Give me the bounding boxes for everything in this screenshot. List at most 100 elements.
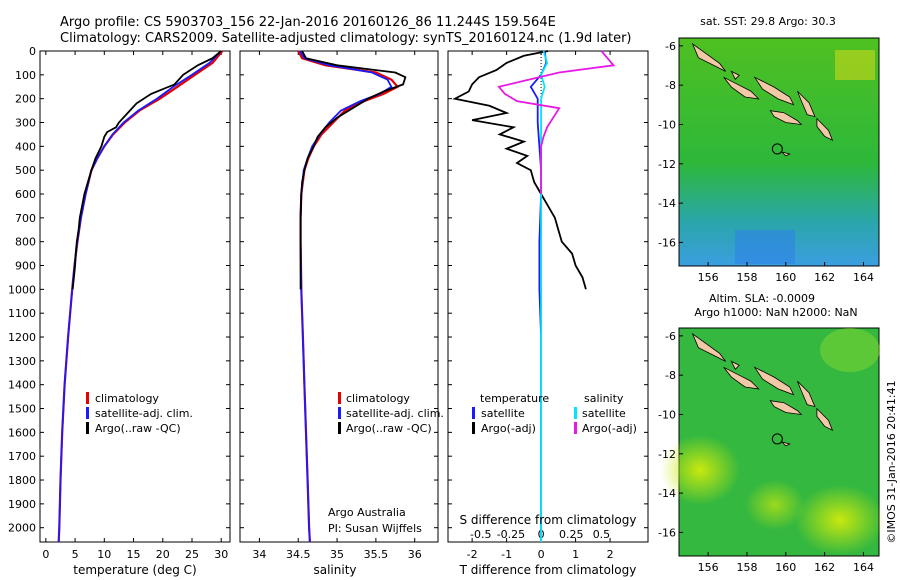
x-tick-label: 34 xyxy=(252,548,266,561)
header-line2: Climatology: CARS2009. Satellite-adjuste… xyxy=(60,31,632,46)
map2-title: Altim. SLA: -0.0009 xyxy=(709,292,815,305)
y-tick-label: 1500 xyxy=(8,403,36,416)
x-tick-label: 2 xyxy=(607,548,614,561)
legend-label-argo: Argo(..raw -QC) xyxy=(95,422,181,435)
x-tick-label: 10 xyxy=(97,548,111,561)
x2-tick-label: 0.5 xyxy=(593,528,611,541)
series-line-climatology xyxy=(57,50,224,543)
island-shape xyxy=(780,441,791,447)
sla-yellow-blob xyxy=(660,435,740,505)
credit-org: Argo Australia xyxy=(328,506,406,519)
island-shape xyxy=(769,400,803,416)
island-shape xyxy=(691,332,726,362)
map-x-tick-label: 158 xyxy=(736,561,757,574)
island-shape xyxy=(797,380,816,408)
x-tick-label: 35.5 xyxy=(364,548,389,561)
y-tick-label: 1800 xyxy=(8,474,36,487)
island-shape xyxy=(730,70,740,80)
series-line-climatology xyxy=(297,50,400,543)
x-tick-label: 36 xyxy=(408,548,422,561)
legend-swatch-satellite xyxy=(338,407,341,419)
x-tick-label: 1 xyxy=(572,548,579,561)
y-tick-label: 1000 xyxy=(8,283,36,296)
map-x-tick-label: 160 xyxy=(775,561,796,574)
sst-warm-patch xyxy=(835,50,875,80)
sla-green-blob xyxy=(820,328,880,372)
island-shape xyxy=(723,76,760,100)
island-shape xyxy=(753,366,795,396)
island-shape xyxy=(730,360,740,370)
y-tick-label: 300 xyxy=(15,117,36,130)
island-shape xyxy=(769,110,803,126)
island-shape xyxy=(816,407,834,432)
y-tick-label: 1100 xyxy=(8,307,36,320)
map-y-tick-label: -14 xyxy=(658,197,676,210)
y-tick-label: 900 xyxy=(15,260,36,273)
x2-tick-label: -0.5 xyxy=(470,528,491,541)
series-line-argo-raw-qc- xyxy=(299,50,407,290)
temperature-xlabel: temperature (deg C) xyxy=(73,563,196,577)
temperature-panel: 0100200300400500600700800900100011001200… xyxy=(8,45,231,561)
legend-swatch-s-satellite xyxy=(574,407,577,419)
y-tick-label: 0 xyxy=(29,45,36,58)
x-tick-label: 35 xyxy=(330,548,344,561)
series-line-argo-adj- xyxy=(452,50,587,290)
y-tick-label: 1700 xyxy=(8,450,36,463)
sla-yellow-blob xyxy=(745,480,805,530)
y-tick-label: 1300 xyxy=(8,355,36,368)
y-tick-label: 1900 xyxy=(8,498,36,511)
y-tick-label: 2000 xyxy=(8,522,36,535)
x-tick-label: 0 xyxy=(538,548,545,561)
island-shape xyxy=(691,42,726,72)
series-line-satellite xyxy=(540,50,549,542)
island-shape xyxy=(797,90,816,118)
difference-legend: temperature salinity satellite Argo(-adj… xyxy=(472,392,637,435)
map-y-tick-label: -6 xyxy=(665,40,676,53)
salinity-panel: 34 34.5 35 35.5 36 xyxy=(239,50,439,561)
sst-blue-patch xyxy=(735,230,795,264)
x-tick-label: -1 xyxy=(501,548,512,561)
sla-yellow-blob xyxy=(795,485,885,555)
sst-map: 156 158 160 162 164 -6 -8 -10 -12 -14 -16 xyxy=(658,37,880,284)
map-x-tick-label: 156 xyxy=(698,271,719,284)
map-x-tick-label: 164 xyxy=(853,561,874,574)
legend-swatch-satellite xyxy=(86,407,89,419)
difference-panel: -2 -1 0 1 2-0.5 -0.25 0 0.25 0.5 xyxy=(447,50,649,561)
map-y-tick-label: -10 xyxy=(658,118,676,131)
y-tick-label: 400 xyxy=(15,140,36,153)
footer-stamp: ©IMOS 31-Jan-2016 20:41:41 xyxy=(885,380,898,543)
island-shape xyxy=(723,366,760,390)
legend-swatch-climatology xyxy=(86,392,89,404)
legend-label-s-satellite: satellite xyxy=(582,407,626,420)
legend-title-salinity: salinity xyxy=(584,392,624,405)
x-tick-label: 34.5 xyxy=(286,548,311,561)
x2-tick-label: -0.25 xyxy=(497,528,525,541)
legend-label-climatology: climatology xyxy=(95,392,159,405)
map2-subtitle: Argo h1000: NaN h2000: NaN xyxy=(694,306,857,319)
legend-label-s-argo: Argo(-adj) xyxy=(582,422,637,435)
y-tick-label: 1400 xyxy=(8,379,36,392)
argo-location-marker xyxy=(771,143,783,155)
legend-label-t-argo: Argo(-adj) xyxy=(481,422,536,435)
sdiff-xlabel: S difference from climatology xyxy=(460,513,637,527)
map-y-tick-label: -6 xyxy=(665,330,676,343)
y-tick-label: 600 xyxy=(15,188,36,201)
series-line-satellite-adj-clim- xyxy=(299,50,393,543)
y-tick-label: 1600 xyxy=(8,426,36,439)
header-line1: Argo profile: CS 5903703_156 22-Jan-2016… xyxy=(60,15,556,30)
map-x-tick-label: 160 xyxy=(775,271,796,284)
map1-title: sat. SST: 29.8 Argo: 30.3 xyxy=(700,15,836,28)
x2-tick-label: 0.25 xyxy=(559,528,584,541)
salinity-legend: climatology satellite-adj. clim. Argo(..… xyxy=(338,392,444,435)
legend-label-climatology: climatology xyxy=(346,392,410,405)
y-tick-label: 200 xyxy=(15,93,36,106)
legend-swatch-s-argo xyxy=(574,422,577,434)
island-shape xyxy=(816,117,834,142)
map-y-tick-label: -12 xyxy=(658,448,676,461)
credit-pi: PI: Susan Wijffels xyxy=(328,522,422,535)
legend-label-satellite: satellite-adj. clim. xyxy=(95,407,193,420)
map-x-tick-label: 158 xyxy=(736,271,757,284)
island-shape xyxy=(753,76,795,106)
legend-swatch-argo xyxy=(86,422,89,434)
legend-swatch-t-satellite xyxy=(472,407,475,419)
